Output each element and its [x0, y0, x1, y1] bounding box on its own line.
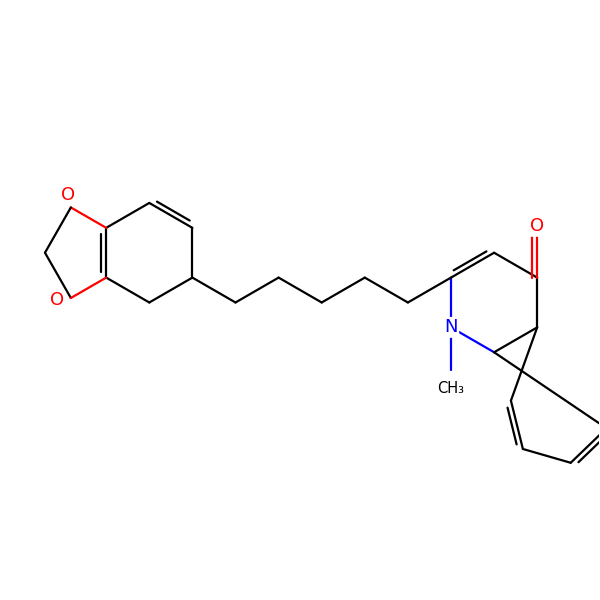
Text: O: O	[530, 217, 544, 235]
Text: CH₃: CH₃	[437, 380, 464, 395]
Text: N: N	[444, 319, 458, 337]
Text: O: O	[61, 186, 76, 204]
Text: O: O	[50, 292, 64, 310]
